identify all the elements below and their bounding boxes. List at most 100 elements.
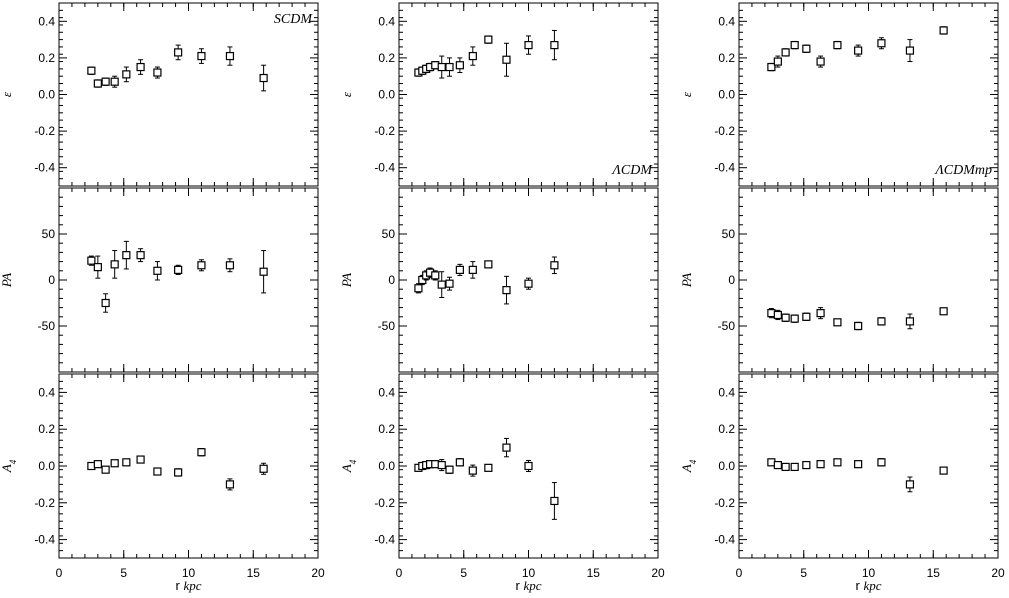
data-point (773, 460, 782, 470)
y-tick-label: -0.2 (374, 496, 395, 510)
data-point (781, 462, 790, 472)
panel-c1-r2: -50 0 50 PA (0, 187, 319, 373)
y-tick-label: 50 (382, 227, 396, 241)
column-1: -0.4-0.20.00.20.4εSCDM-50050PA-0.4-0.20.… (0, 2, 325, 593)
panel-c3-r3: -0.4 -0.2 0.0 0.2 0.4 A4 (679, 373, 999, 559)
data-point (87, 256, 96, 265)
x-tick-label: 20 (991, 566, 1005, 580)
y-axis-label: A4 (339, 459, 358, 473)
x-tick-label: 5 (120, 566, 127, 580)
data-point (550, 496, 559, 506)
y-tick-label: -0.2 (34, 496, 55, 510)
y-tick-label: -0.4 (714, 533, 735, 547)
data-point (524, 40, 533, 50)
y-tick-label: 0.2 (38, 422, 55, 436)
data-point (854, 321, 863, 331)
y-tick-label: 0.4 (378, 385, 395, 399)
data-point (259, 73, 268, 83)
data-point (767, 62, 776, 72)
data-point (87, 66, 96, 75)
data-point (802, 460, 811, 470)
data-point (93, 263, 102, 272)
data-point (455, 61, 464, 70)
data-point (153, 68, 162, 77)
panel-frame (58, 2, 319, 187)
data-point (437, 62, 446, 72)
data-point (939, 307, 948, 316)
y-tick-label: -50 (378, 319, 396, 333)
data-point (773, 57, 782, 66)
data-point (854, 46, 863, 55)
data-point (197, 261, 206, 270)
data-point (101, 465, 110, 474)
y-tick-label: 0 (728, 273, 735, 287)
data-point (905, 46, 915, 55)
y-axis-label: ε (0, 91, 14, 97)
data-point (136, 455, 145, 464)
data-point (437, 460, 446, 470)
x-tick-label: 0 (396, 566, 403, 580)
data-point (445, 62, 454, 72)
data-point (773, 310, 782, 320)
y-tick-label: -0.4 (374, 533, 395, 547)
x-tick-label: 0 (736, 566, 743, 580)
data-point (225, 51, 235, 61)
y-tick-label: -0.4 (374, 161, 395, 175)
x-tick-label: 10 (522, 566, 536, 580)
data-point (781, 313, 790, 322)
x-tick-label: 20 (651, 566, 665, 580)
data-point (197, 51, 206, 61)
data-point (225, 480, 235, 489)
panel-c1-r1: -0.4 -0.2 0.0 0.2 0.4 ε SCDM (0, 2, 319, 187)
data-point (437, 280, 446, 289)
data-point (93, 79, 102, 88)
model-label: ΛCDMmp (933, 163, 992, 178)
data-point (468, 51, 477, 61)
data-point (153, 467, 162, 476)
data-point (816, 309, 825, 318)
data-point (110, 459, 119, 468)
y-axis-label: ε (339, 91, 354, 97)
data-point (174, 265, 183, 274)
data-point (816, 57, 825, 66)
panel-frame (738, 187, 999, 373)
panel-frame (58, 187, 319, 373)
y-tick-label: -0.2 (34, 124, 55, 138)
y-tick-label: -0.4 (34, 161, 55, 175)
panel-frame (738, 2, 999, 187)
data-point (259, 267, 268, 276)
data-point (502, 286, 511, 295)
y-tick-label: 0.0 (378, 88, 395, 102)
data-point (802, 44, 811, 53)
y-tick-label: -50 (718, 319, 736, 333)
y-tick-label: 0.0 (38, 459, 55, 473)
data-point (468, 265, 477, 274)
y-tick-label: 0.4 (38, 14, 55, 28)
data-point (414, 284, 423, 293)
y-tick-label: 0.2 (38, 51, 55, 65)
data-point (136, 62, 145, 72)
x-tick-label: 5 (460, 566, 467, 580)
data-point (790, 314, 799, 323)
y-tick-label: 0.0 (38, 88, 55, 102)
model-label: SCDM (274, 12, 313, 27)
data-point (468, 466, 477, 475)
data-point (445, 465, 454, 474)
x-tick-label: 0 (56, 566, 63, 580)
data-point (484, 35, 493, 44)
data-point (431, 271, 440, 280)
y-axis-label: A4 (0, 459, 18, 473)
data-point (550, 40, 559, 50)
x-tick-label: 20 (311, 566, 325, 580)
data-point (502, 443, 511, 452)
y-tick-label: 0.2 (718, 422, 735, 436)
data-point (110, 77, 119, 86)
data-point (877, 458, 886, 467)
x-tick-label: 10 (182, 566, 196, 580)
y-tick-label: 0.4 (38, 385, 55, 399)
data-point (197, 448, 206, 457)
y-tick-label: 0.0 (378, 459, 395, 473)
y-tick-label: 50 (42, 227, 56, 241)
data-point (781, 48, 790, 57)
